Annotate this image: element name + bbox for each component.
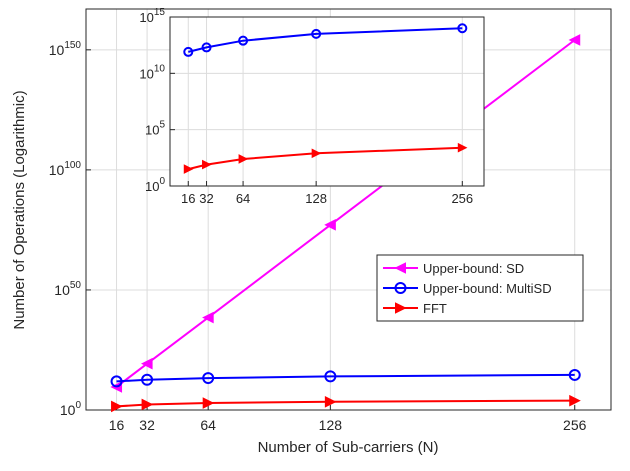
data-point [111,400,123,413]
inset-data-point [238,154,249,164]
legend-item: FFT [383,301,447,316]
legend-item: Upper-bound: MultiSD [383,281,552,296]
inset-data-point [201,42,212,53]
x-tick-label: 128 [319,417,343,433]
x-tick-label: 16 [109,417,125,433]
legend-item: Upper-bound: SD [383,261,524,276]
data-point [202,397,215,409]
inset-data-point [183,164,194,174]
legend-swatch-marker [395,302,407,314]
legend-label: Upper-bound: SD [423,261,524,276]
inset-x-tick-label: 16 [181,191,195,206]
inset-y-tick-label: 100 [145,176,165,194]
y-tick-label: 100 [60,400,82,418]
inset-data-point [311,148,322,159]
data-point [324,370,337,383]
inset-y-tick-label-exponent: 0 [159,176,165,187]
plot-frame [85,8,612,411]
data-point [202,372,215,385]
data-point [202,311,214,324]
inset-data-point [183,46,194,57]
inset-y-tick-label-base: 10 [145,179,159,194]
inset-data-point [457,23,468,34]
x-axis-title: Number of Sub-carriers (N) [258,439,439,456]
x-tick-label: 32 [139,417,155,433]
inset-data-point [202,159,212,170]
inset-plot-area [170,17,484,186]
legend-swatch-marker [394,282,407,294]
inset-x-tick-label: 256 [451,191,473,206]
inset-y-tick-label: 1010 [139,63,165,81]
y-tick-label: 1050 [54,280,81,298]
inset-x-tick-label: 64 [236,191,250,206]
data-point [324,219,336,231]
y-tick-label-exponent: 0 [75,400,81,411]
inset-x-tick-label: 32 [199,191,213,206]
legend: Upper-bound: SD Upper-bound: MultiSD FFT [376,254,584,322]
inset-y-tick-label: 1015 [139,7,165,25]
data-point [110,375,123,388]
data-point [141,373,154,386]
data-point [140,357,153,370]
y-tick-label-base: 10 [49,162,65,178]
y-tick-label-exponent: 150 [64,40,81,51]
data-point [141,398,154,411]
inset-data-point [238,35,249,46]
legend-label: Upper-bound: MultiSD [423,281,552,296]
inset-plot-frame [169,16,485,187]
data-point [568,34,581,46]
x-tick-label: 64 [200,417,216,433]
data-point [569,394,581,407]
y-tick-label-exponent: 100 [64,160,81,171]
y-tick-label-base: 10 [54,282,70,298]
inset-y-tick-label-base: 10 [145,123,159,138]
y-tick-label-base: 10 [60,402,76,418]
y-tick-label-exponent: 50 [70,280,82,291]
inset-y-tick-label-base: 10 [139,10,153,25]
inset-x-tick-label: 128 [305,191,327,206]
data-point [324,396,337,408]
inset-y-tick-label-exponent: 10 [154,63,166,74]
y-tick-label: 10100 [49,160,82,178]
x-tick-label: 256 [563,417,587,433]
inset-data-point [457,142,468,153]
inset-y-tick-label-exponent: 15 [154,7,166,18]
data-point [568,368,581,381]
y-axis-title: Number of Operations (Logarithmic) [11,90,28,329]
inset-data-point [311,28,322,39]
inset-y-tick-label: 105 [145,120,165,138]
inset-series-line-upper-bound-multisd [188,27,463,53]
y-tick-label-base: 10 [49,42,65,58]
inset-y-tick-label-base: 10 [139,66,153,81]
y-tick-label: 10150 [49,40,82,58]
legend-swatch-marker [394,262,406,274]
series-line-upper-bound-multisd [116,373,575,383]
legend-label: FFT [423,301,447,316]
inset-y-tick-label-exponent: 5 [159,120,165,131]
